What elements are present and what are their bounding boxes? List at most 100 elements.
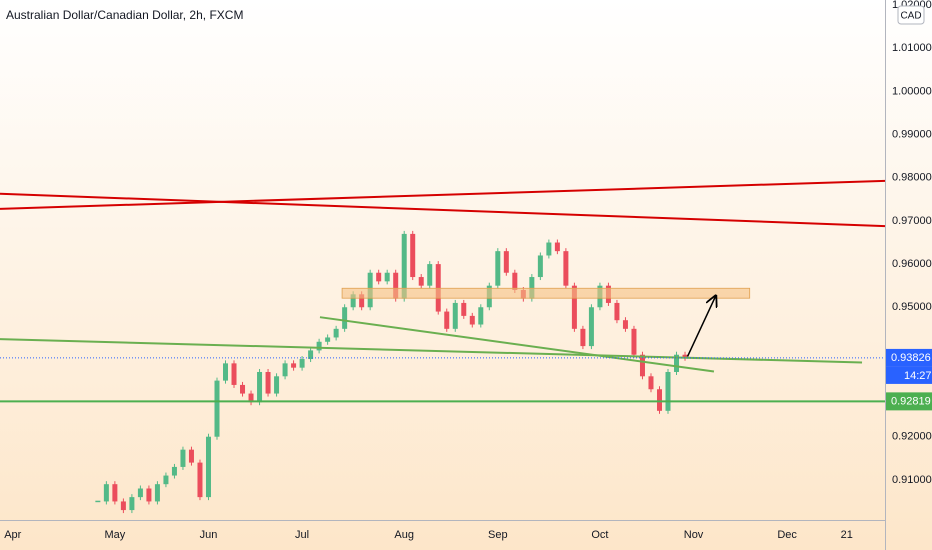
candle — [639, 354, 645, 377]
candle — [444, 311, 450, 329]
trend-line — [0, 338, 863, 364]
candle — [478, 307, 484, 325]
candle — [631, 328, 637, 355]
y-tick-label: 0.96000 — [892, 258, 932, 270]
candle — [376, 272, 382, 282]
zone — [341, 287, 751, 299]
candle — [503, 251, 509, 273]
arrow — [686, 296, 716, 357]
x-tick-label: Apr — [4, 529, 21, 541]
x-tick-label: Jul — [295, 529, 309, 541]
x-tick-label: Aug — [394, 529, 414, 541]
candle — [265, 371, 271, 394]
candle — [588, 307, 594, 347]
candle — [469, 315, 475, 325]
y-tick-label: 0.99000 — [892, 129, 932, 141]
candle — [188, 449, 194, 463]
x-tick-label: Oct — [591, 529, 608, 541]
candle — [240, 384, 246, 394]
candle — [418, 277, 424, 286]
candle — [665, 371, 671, 411]
x-tick-label: Nov — [684, 529, 704, 541]
candle — [342, 307, 348, 329]
y-tick-label: 0.98000 — [892, 172, 932, 184]
candle — [537, 255, 543, 278]
countdown-badge — [886, 366, 932, 384]
candle — [350, 294, 356, 308]
price-badge — [886, 348, 932, 367]
candle — [452, 302, 458, 329]
chart-title: Australian Dollar/Canadian Dollar, 2h, F… — [6, 8, 243, 22]
candle — [614, 302, 620, 321]
candle — [384, 272, 390, 282]
y-tick-label: 1.00000 — [892, 85, 932, 97]
candle — [214, 380, 220, 437]
x-tick-label: May — [104, 529, 125, 541]
candle — [112, 484, 118, 502]
candle — [461, 302, 467, 316]
candle — [163, 475, 169, 485]
y-tick-label: 1.01000 — [892, 42, 932, 54]
candle — [554, 242, 560, 252]
candle — [563, 251, 569, 286]
candle — [248, 393, 254, 403]
trend-line — [319, 316, 715, 373]
candle — [308, 350, 314, 360]
currency-badge[interactable] — [897, 5, 925, 25]
candle — [529, 277, 535, 299]
candle — [223, 363, 229, 381]
x-tick-label: Jun — [200, 529, 218, 541]
x-tick-label: 21 — [841, 529, 853, 541]
candle — [682, 354, 688, 358]
y-tick-label: 0.97000 — [892, 215, 932, 227]
candle — [359, 294, 365, 308]
candle — [316, 341, 322, 351]
candle — [674, 354, 680, 372]
candle — [333, 328, 339, 338]
candle — [146, 488, 152, 502]
candle — [427, 264, 433, 286]
y-tick-label: 0.95000 — [892, 301, 932, 313]
candle — [410, 233, 416, 278]
candle — [291, 363, 297, 368]
candle — [571, 285, 577, 329]
candle — [171, 466, 177, 476]
axes: 0.91000 0.92000 0.95000 0.96000 0.97000 0.980… — [4, 0, 932, 541]
candle — [197, 462, 203, 498]
countdown: 14:27 — [904, 370, 932, 382]
x-tick-label: Sep — [488, 529, 508, 541]
candle — [495, 251, 501, 286]
x-tick-label: Dec — [777, 529, 797, 541]
candle — [401, 233, 407, 299]
candle — [282, 363, 288, 377]
price-label: 0.93826 — [891, 352, 931, 364]
candle — [154, 484, 160, 502]
candle — [580, 328, 586, 347]
candle — [137, 488, 143, 498]
plot-area — [0, 179, 886, 514]
price-badge — [886, 392, 932, 411]
candle — [656, 389, 662, 411]
candle — [274, 376, 280, 394]
candle — [103, 484, 109, 502]
candle — [205, 436, 211, 498]
candle — [257, 371, 263, 403]
candle — [435, 264, 441, 312]
y-tick-label: 0.92000 — [892, 431, 932, 443]
trend-line — [0, 192, 886, 228]
candle — [622, 320, 628, 329]
price-label: 0.92819 — [891, 395, 931, 407]
candle — [393, 272, 399, 299]
candle — [180, 449, 186, 467]
candle — [299, 359, 305, 368]
y-tick-label: 0.91000 — [892, 474, 932, 486]
candle — [325, 337, 331, 342]
trend-line — [0, 179, 886, 210]
candle — [120, 501, 126, 511]
candle — [648, 376, 654, 390]
candle — [129, 497, 135, 511]
candle — [231, 363, 237, 385]
candle — [512, 272, 518, 290]
